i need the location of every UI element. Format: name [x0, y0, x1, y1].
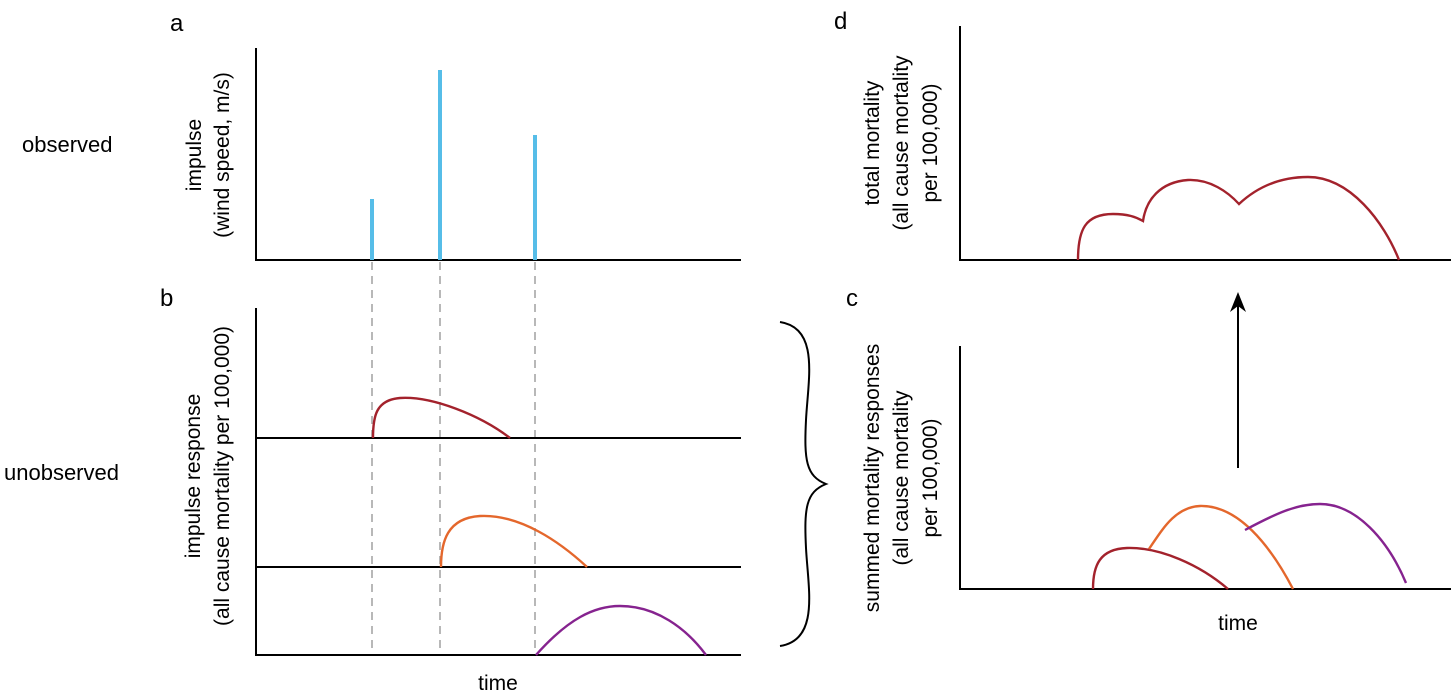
panel-c-ylabel-line3: per 100,000) [919, 418, 942, 537]
panel-b-ylabel-line1: impulse response [182, 394, 205, 559]
panel-label-b: b [160, 285, 173, 312]
panel-b: impulse response (all cause mortality pe… [182, 308, 741, 695]
panel-d: total mortality (all cause mortality per… [861, 26, 1451, 261]
panel-c-ylabel-line1: summed mortality responses [861, 344, 884, 612]
row-label-observed: observed [22, 132, 113, 157]
panel-b-ylabel-line2: (all cause mortality per 100,000) [211, 326, 234, 626]
panel-label-a: a [170, 10, 184, 37]
panel-d-ylabel-line2: (all cause mortality [890, 55, 913, 231]
summed-curve-1 [1091, 546, 1229, 590]
total-mortality-curve [1076, 175, 1401, 261]
panel-label-c: c [846, 285, 858, 312]
panel-a: impulse (wind speed, m/s) [183, 48, 741, 261]
right-curly-brace-icon [779, 321, 829, 647]
response-curve-2 [439, 514, 588, 568]
panel-label-d: d [834, 8, 847, 35]
response-curve-3 [535, 604, 707, 656]
panel-b-xlabel: time [478, 672, 518, 695]
up-arrow-icon [1230, 292, 1246, 468]
guide-lines [371, 262, 536, 654]
response-curve-1 [371, 396, 511, 439]
panel-d-ylabel-line3: per 100,000) [919, 83, 942, 202]
panel-c: summed mortality responses (all cause mo… [861, 344, 1451, 635]
summed-curve-2 [1148, 504, 1295, 590]
summed-curve-3 [1244, 502, 1408, 584]
panel-a-ylabel-line1: impulse [183, 119, 206, 191]
row-label-unobserved: unobserved [4, 460, 119, 485]
panel-c-ylabel-line2: (all cause mortality [890, 390, 913, 566]
panel-c-xlabel: time [1218, 612, 1258, 635]
panel-a-ylabel-line2: (wind speed, m/s) [211, 72, 234, 238]
panel-d-ylabel-line1: total mortality [861, 80, 884, 205]
